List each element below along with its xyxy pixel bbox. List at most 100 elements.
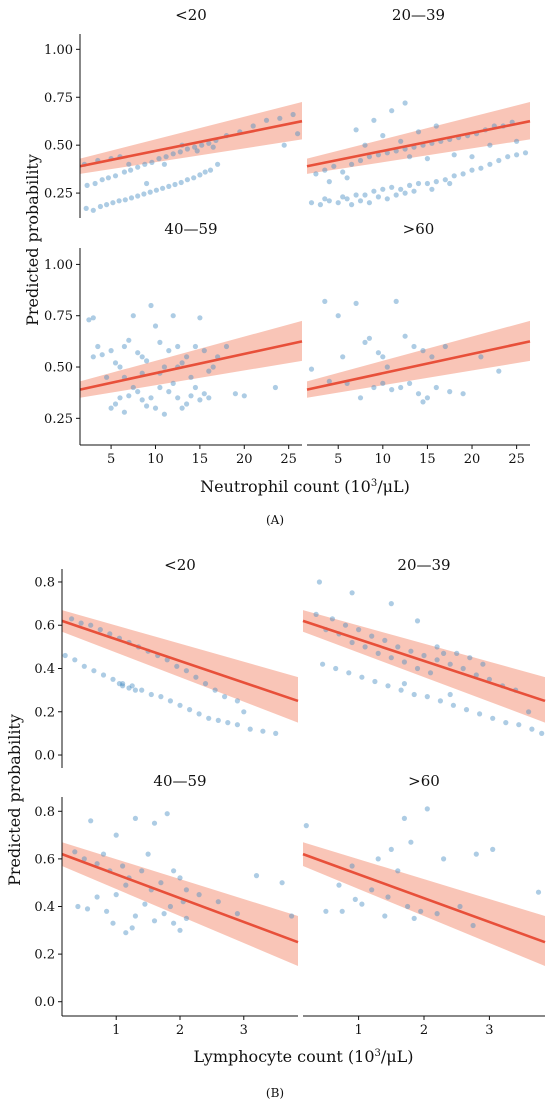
data-point	[172, 181, 178, 188]
x-axis-title-sup: 3	[371, 478, 377, 489]
data-point	[128, 167, 134, 173]
y-tick-label: 0.0	[34, 749, 55, 764]
facet-panel: 40—59 0.25 0.50 0.75 1.00 5 10 15 20 25	[44, 220, 303, 467]
data-point	[152, 323, 159, 329]
data-point	[329, 616, 335, 622]
data-point	[84, 182, 90, 188]
data-point	[375, 194, 381, 200]
data-point	[349, 202, 355, 208]
data-point	[161, 411, 167, 417]
data-point	[420, 348, 426, 354]
facet-panel: <20 0.25 0.50 0.75 1.00	[44, 6, 303, 218]
data-point	[535, 889, 542, 895]
data-point	[359, 674, 365, 680]
data-point	[395, 644, 401, 650]
y-axis-title: Predicted probability	[23, 154, 42, 326]
facet-panel: >60 5 10 15 20 25	[306, 220, 531, 467]
data-point	[97, 627, 103, 633]
data-point	[375, 650, 381, 657]
data-point	[210, 144, 216, 150]
data-point	[139, 397, 145, 403]
data-point	[199, 142, 205, 148]
data-point	[402, 333, 408, 339]
y-tick-label: 0.50	[44, 139, 73, 154]
data-point	[405, 903, 411, 910]
data-point	[322, 167, 328, 173]
data-point	[326, 378, 332, 384]
data-point	[486, 676, 492, 682]
x-tick-label: 25	[280, 452, 297, 467]
data-point	[401, 659, 407, 665]
data-point	[110, 920, 116, 926]
trend-line	[61, 852, 299, 944]
data-point	[139, 868, 145, 874]
data-point	[196, 892, 202, 898]
confidence-band	[307, 320, 530, 398]
data-point	[170, 313, 176, 319]
data-point	[120, 681, 126, 687]
data-point	[215, 161, 221, 167]
data-point	[171, 868, 177, 874]
trend-line	[302, 852, 546, 944]
data-point	[197, 315, 203, 321]
x-tick-label: 10	[147, 452, 164, 467]
data-point	[295, 131, 301, 137]
data-point	[313, 611, 319, 618]
data-point	[463, 707, 470, 713]
data-point	[382, 913, 388, 919]
data-point	[460, 391, 466, 397]
data-point	[132, 815, 138, 822]
trend-line	[79, 340, 303, 391]
data-point	[308, 366, 315, 372]
data-point	[132, 913, 138, 919]
data-point	[152, 405, 159, 411]
data-point	[148, 691, 154, 698]
data-point	[389, 108, 395, 114]
facet-title: >60	[403, 220, 435, 238]
data-point	[99, 177, 105, 183]
data-point	[369, 887, 375, 893]
data-point	[388, 655, 394, 661]
data-point	[366, 335, 372, 341]
data-point	[177, 875, 183, 881]
data-point	[421, 652, 427, 659]
data-point	[340, 354, 346, 360]
trend-line	[79, 119, 303, 168]
y-tick-label: 0.6	[34, 852, 55, 867]
data-point	[496, 157, 502, 164]
data-point	[362, 142, 368, 148]
data-point	[184, 401, 190, 407]
facet-title: 40—59	[164, 220, 217, 238]
data-point	[326, 179, 332, 185]
data-point	[232, 391, 238, 397]
y-axis-title: Predicted probability	[5, 714, 24, 886]
data-point	[505, 154, 511, 160]
data-point	[514, 152, 520, 158]
x-tick-label: 3	[240, 1023, 248, 1038]
data-point	[148, 302, 154, 309]
data-point	[222, 694, 228, 700]
x-tick-label: 20	[464, 452, 481, 467]
data-point	[303, 823, 309, 829]
data-point	[86, 317, 92, 323]
data-point	[375, 350, 381, 356]
data-point	[108, 348, 114, 354]
data-point	[72, 657, 78, 663]
data-point	[90, 207, 96, 213]
data-point	[442, 177, 448, 183]
trend-line	[306, 340, 531, 391]
data-point	[362, 644, 368, 650]
x-tick-label: 2	[420, 1023, 428, 1038]
trend-line	[61, 619, 299, 703]
data-point	[142, 901, 148, 907]
x-tick-label: 2	[176, 1023, 184, 1038]
data-point	[72, 849, 78, 855]
data-point	[357, 157, 364, 164]
x-tick-label: 1	[354, 1023, 362, 1038]
data-point	[170, 380, 176, 386]
data-point	[427, 670, 434, 676]
data-point	[398, 138, 404, 144]
data-point	[478, 354, 484, 360]
data-point	[250, 123, 256, 129]
